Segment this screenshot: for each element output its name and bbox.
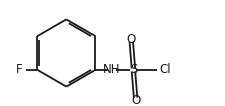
Text: O: O: [130, 94, 140, 106]
Text: NH: NH: [103, 63, 120, 76]
Text: Cl: Cl: [159, 63, 170, 76]
Text: O: O: [126, 33, 135, 46]
Text: F: F: [16, 63, 22, 76]
Text: S: S: [129, 63, 137, 76]
